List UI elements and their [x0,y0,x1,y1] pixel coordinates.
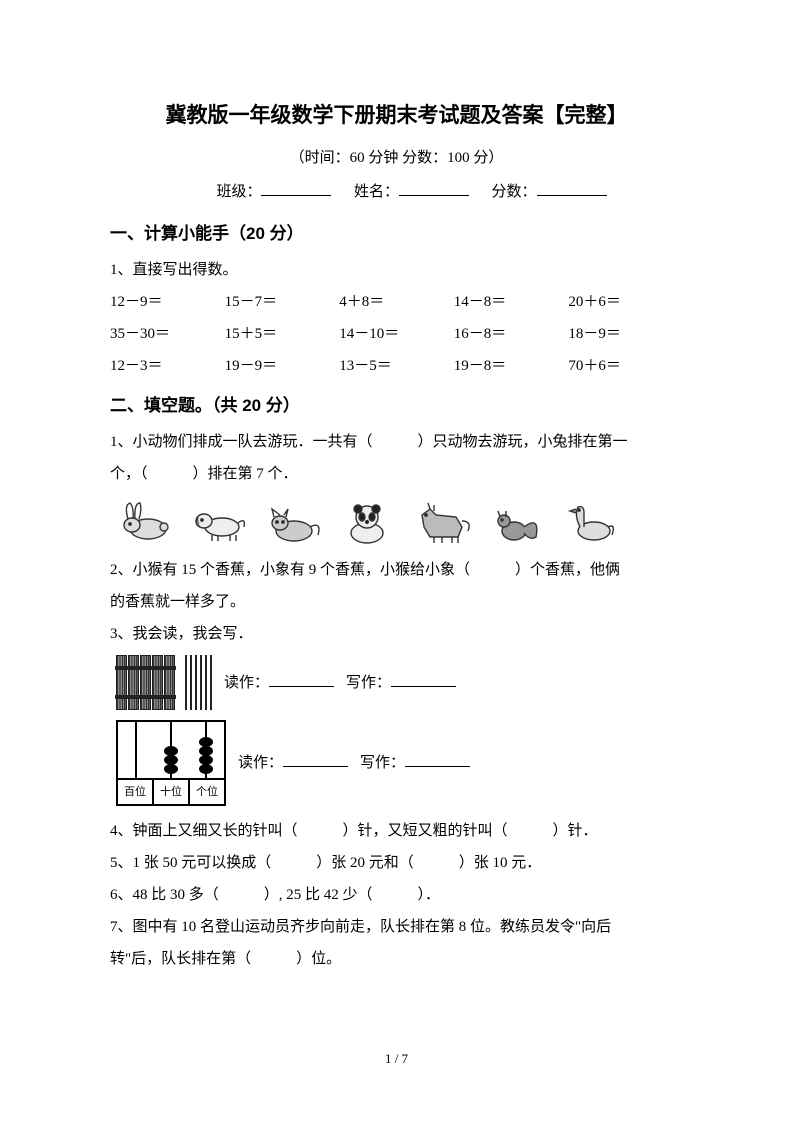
goose-icon [554,497,624,545]
calc-cell: 15－7＝ [225,287,340,317]
s2-q3-label: 3、我会读，我会写． [110,619,683,649]
calc-row: 35－30＝ 15＋5＝ 14－10＝ 16－8＝ 18－9＝ [110,319,683,349]
horse-icon [406,497,476,545]
read-blank[interactable] [283,751,348,768]
q3-row-abacus: 百位 十位 个位 读作： 写作： [110,720,683,806]
page-title: 冀教版一年级数学下册期末考试题及答案【完整】 [110,95,683,137]
calc-cell: 20＋6＝ [568,287,683,317]
s2-q7a: 7、图中有 10 名登山运动员齐步向前走，队长排在第 8 位。教练员发令"向后 [110,912,683,942]
s2-q1b: 个，（ ）排在第 7 个． [110,459,683,489]
s2-q7b: 转"后，队长排在第（ ）位。 [110,944,683,974]
calc-cell: 70＋6＝ [568,351,683,381]
calc-cell: 14－10＝ [339,319,454,349]
page-footer: 1 / 7 [0,1046,793,1072]
rabbit-icon [110,497,180,545]
sticks-image [116,655,212,710]
s2-q1a: 1、小动物们排成一队去游玩．一共有（ ）只动物去游玩，小兔排在第一 [110,427,683,457]
calc-cell: 12－9＝ [110,287,225,317]
panda-icon [332,497,402,545]
calc-cell: 12－3＝ [110,351,225,381]
abacus-image: 百位 十位 个位 [116,720,226,806]
q3-row-sticks: 读作： 写作： [110,655,683,710]
write-label: 写作： [346,675,391,691]
calc-cell: 35－30＝ [110,319,225,349]
q1-label: 1、直接写出得数。 [110,255,683,285]
write-blank[interactable] [405,751,470,768]
class-blank[interactable] [261,180,331,197]
calc-cell: 16－8＝ [454,319,569,349]
calc-cell: 19－8＝ [454,351,569,381]
read-blank[interactable] [269,670,334,687]
s2-q6: 6、48 比 30 多（ ）, 25 比 42 少（ ）． [110,880,683,910]
info-line: 班级： 姓名： 分数： [110,177,683,207]
write-label: 写作： [360,755,405,771]
abacus-label: 十位 [154,780,190,804]
cat-icon [258,497,328,545]
subtitle: （时间：60 分钟 分数：100 分） [110,143,683,173]
section-2-head: 二、填空题。（共 20 分） [110,389,683,423]
calc-cell: 18－9＝ [568,319,683,349]
section-1-head: 一、计算小能手（20 分） [110,217,683,251]
read-label: 读作： [238,755,283,771]
s2-q5: 5、1 张 50 元可以换成（ ）张 20 元和（ ）张 10 元． [110,848,683,878]
s2-q2a: 2、小猴有 15 个香蕉，小象有 9 个香蕉，小猴给小象（ ）个香蕉，他俩 [110,555,683,585]
calc-cell: 19－9＝ [225,351,340,381]
calc-row: 12－3＝ 19－9＝ 13－5＝ 19－8＝ 70＋6＝ [110,351,683,381]
read-label: 读作： [224,675,269,691]
class-label: 班级： [216,184,261,200]
abacus-label: 百位 [118,780,154,804]
calc-cell: 4＋8＝ [339,287,454,317]
s2-q2b: 的香蕉就一样多了。 [110,587,683,617]
calc-cell: 13－5＝ [339,351,454,381]
calc-row: 12－9＝ 15－7＝ 4＋8＝ 14－8＝ 20＋6＝ [110,287,683,317]
calc-cell: 15＋5＝ [225,319,340,349]
score-blank[interactable] [537,180,607,197]
animals-row [110,497,683,545]
squirrel-icon [480,497,550,545]
name-label: 姓名： [354,184,399,200]
abacus-label: 个位 [190,780,224,804]
s2-q4: 4、钟面上又细又长的针叫（ ）针，又短又粗的针叫（ ）针． [110,816,683,846]
score-label: 分数： [492,184,537,200]
name-blank[interactable] [399,180,469,197]
dog-icon [184,497,254,545]
write-blank[interactable] [391,670,456,687]
calc-cell: 14－8＝ [454,287,569,317]
